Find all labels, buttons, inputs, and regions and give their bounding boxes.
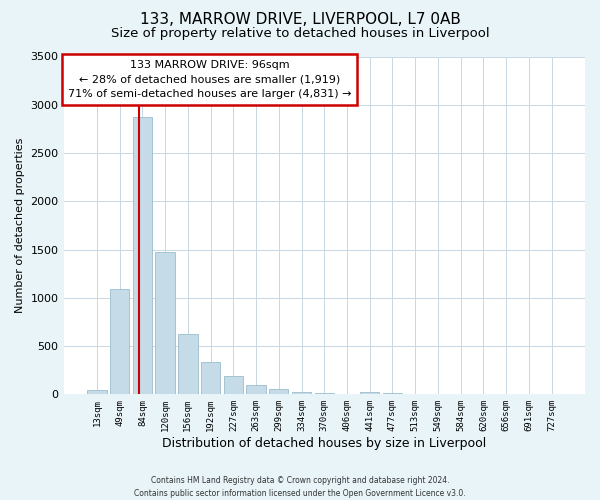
- Bar: [178, 334, 197, 394]
- Bar: [360, 392, 379, 394]
- Bar: [224, 376, 243, 394]
- Y-axis label: Number of detached properties: Number of detached properties: [15, 138, 25, 313]
- Bar: [110, 289, 130, 395]
- Bar: [87, 390, 107, 394]
- Bar: [269, 388, 289, 394]
- Text: Size of property relative to detached houses in Liverpool: Size of property relative to detached ho…: [110, 28, 490, 40]
- Text: Contains HM Land Registry data © Crown copyright and database right 2024.
Contai: Contains HM Land Registry data © Crown c…: [134, 476, 466, 498]
- X-axis label: Distribution of detached houses by size in Liverpool: Distribution of detached houses by size …: [162, 437, 487, 450]
- Text: 133, MARROW DRIVE, LIVERPOOL, L7 0AB: 133, MARROW DRIVE, LIVERPOOL, L7 0AB: [140, 12, 460, 28]
- Bar: [247, 384, 266, 394]
- Bar: [201, 362, 220, 394]
- Bar: [133, 118, 152, 394]
- Bar: [292, 392, 311, 394]
- Bar: [155, 252, 175, 394]
- Text: 133 MARROW DRIVE: 96sqm
← 28% of detached houses are smaller (1,919)
71% of semi: 133 MARROW DRIVE: 96sqm ← 28% of detache…: [68, 60, 352, 100]
